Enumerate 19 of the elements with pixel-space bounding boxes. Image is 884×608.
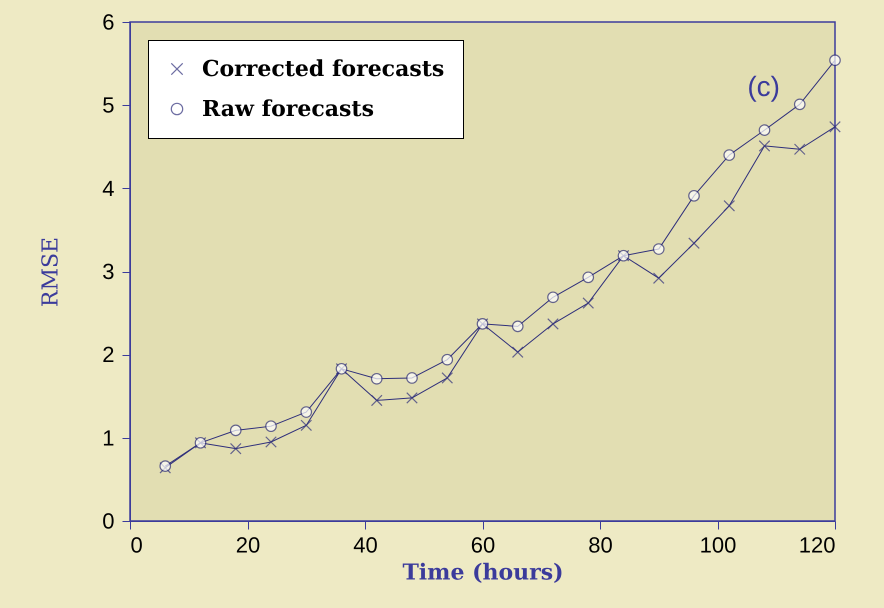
x-axis-title: Time (hours) — [402, 560, 564, 586]
x-tick-label: 60 — [470, 532, 496, 558]
x-tick-label: 40 — [353, 532, 378, 558]
y-tick-label: 3 — [102, 259, 114, 284]
y-tick-label: 5 — [102, 92, 114, 118]
legend-label: Corrected forecasts — [202, 56, 444, 82]
y-tick-label: 0 — [102, 508, 114, 534]
x-tick-label: 120 — [798, 532, 836, 558]
x-tick-label: 0 — [130, 532, 143, 558]
x-tick-label: 100 — [700, 532, 736, 558]
y-tick-label: 1 — [102, 425, 114, 450]
y-tick-label: 6 — [102, 10, 114, 34]
legend-label: Raw forecasts — [202, 96, 374, 122]
y-axis-title: RMSE — [38, 236, 64, 308]
annotation: (c) — [747, 71, 780, 102]
y-tick-label: 4 — [102, 176, 114, 201]
x-tick-label: 80 — [588, 532, 613, 558]
y-tick-label: 2 — [102, 342, 114, 368]
x-tick-label: 20 — [236, 532, 260, 558]
